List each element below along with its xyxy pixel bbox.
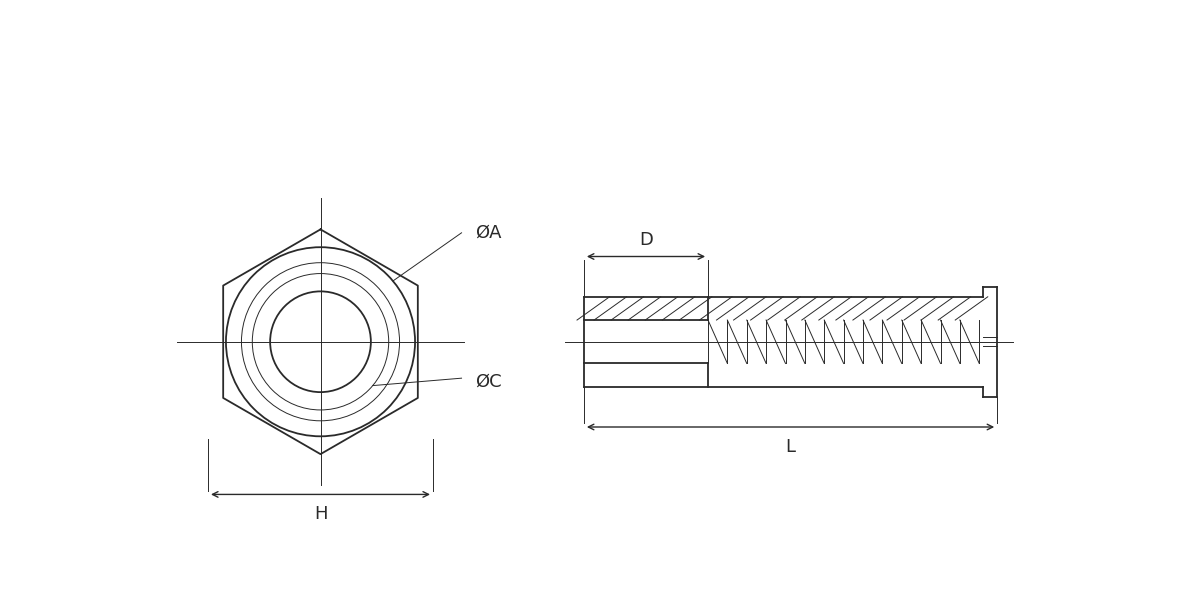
Text: D: D <box>640 231 653 249</box>
Text: H: H <box>313 505 328 523</box>
Text: ØC: ØC <box>475 373 502 391</box>
Text: L: L <box>786 438 796 456</box>
Text: ØA: ØA <box>475 224 502 242</box>
